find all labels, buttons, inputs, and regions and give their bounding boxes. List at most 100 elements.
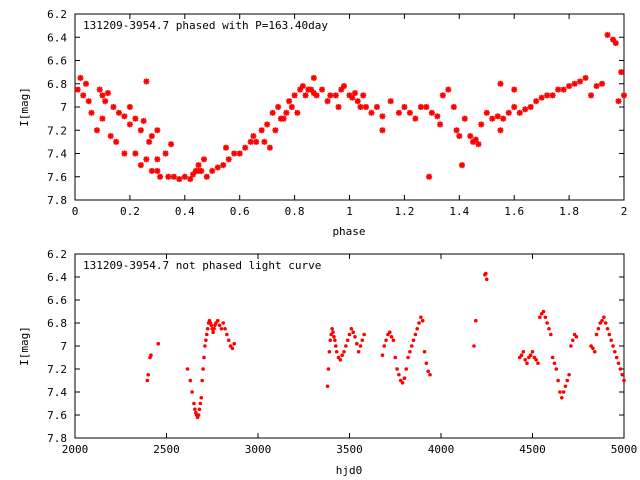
data-point — [419, 315, 423, 320]
data-point — [88, 109, 95, 116]
data-point — [473, 318, 478, 323]
phased-light-curve-panel: 131209-3954.7 phased with P=163.40day ph… — [18, 8, 627, 238]
x-tick-label: 1.2 — [394, 205, 414, 218]
data-point — [132, 150, 139, 157]
data-point — [382, 344, 387, 348]
data-point — [417, 321, 421, 325]
data-point — [80, 92, 87, 99]
data-point — [332, 92, 339, 99]
data-point — [415, 326, 420, 331]
data-point — [203, 173, 210, 180]
data-point — [188, 378, 193, 383]
data-point — [225, 156, 232, 163]
x-tick-label: 2500 — [153, 443, 180, 456]
data-point — [612, 40, 619, 47]
data-point — [266, 144, 273, 151]
data-point — [195, 167, 202, 174]
data-point — [190, 390, 194, 394]
data-point — [324, 98, 331, 105]
data-point — [146, 372, 150, 377]
data-point — [74, 86, 81, 93]
data-point — [613, 349, 617, 354]
data-point — [253, 138, 260, 145]
data-point — [187, 176, 194, 183]
data-point — [250, 133, 257, 140]
y-tick-label: 7.4 — [47, 148, 67, 161]
data-point — [202, 355, 206, 360]
data-point — [413, 332, 418, 337]
y-tick-label: 7.8 — [47, 194, 67, 207]
data-point — [521, 349, 526, 354]
data-point — [351, 330, 355, 335]
data-point — [494, 113, 501, 120]
data-point — [395, 109, 402, 116]
data-point — [387, 330, 392, 335]
data-point — [621, 92, 627, 99]
y-tick-label: 6.4 — [47, 271, 67, 284]
data-point — [349, 326, 354, 331]
data-point — [611, 344, 615, 348]
y-tick-label: 7.2 — [47, 124, 67, 137]
data-point — [400, 381, 405, 385]
data-point — [342, 349, 346, 354]
data-point — [401, 104, 408, 110]
data-point — [358, 344, 363, 348]
data-point — [85, 98, 92, 105]
data-point — [439, 92, 446, 99]
data-point — [475, 141, 482, 148]
data-point — [511, 86, 518, 93]
y-axis-label: I[mag] — [18, 326, 31, 366]
data-point — [223, 326, 227, 331]
x-tick-label: 0.4 — [175, 205, 195, 218]
data-point — [571, 80, 578, 87]
y-tick-label: 6.6 — [47, 294, 67, 307]
data-point — [344, 344, 348, 348]
data-point — [230, 346, 235, 351]
data-point — [402, 376, 407, 381]
data-point — [422, 349, 427, 354]
data-point — [107, 133, 114, 140]
data-point — [269, 109, 276, 116]
data-point — [569, 344, 573, 348]
chart-title: 131209-3954.7 not phased light curve — [83, 259, 321, 272]
data-point — [297, 86, 304, 93]
data-point — [434, 113, 441, 120]
data-point — [530, 349, 535, 354]
data-point — [519, 353, 524, 358]
data-point — [199, 395, 204, 400]
data-point — [450, 104, 457, 110]
data-point — [459, 162, 466, 169]
data-point — [288, 104, 295, 110]
data-point — [154, 167, 161, 174]
data-point — [192, 401, 196, 406]
data-point — [379, 127, 386, 134]
data-point — [82, 80, 89, 87]
data-point — [591, 346, 595, 351]
x-axis-label: phase — [332, 225, 365, 238]
data-points — [74, 31, 627, 183]
data-point — [353, 335, 357, 339]
data-point — [558, 390, 562, 394]
data-point — [593, 83, 600, 90]
data-point — [99, 115, 106, 122]
data-point — [258, 127, 265, 134]
data-point — [126, 104, 133, 110]
y-tick-label: 6.8 — [47, 78, 67, 91]
x-tick-label: 1.6 — [504, 205, 524, 218]
data-point — [351, 90, 358, 97]
data-point — [232, 341, 237, 346]
data-point — [143, 78, 150, 85]
data-point — [231, 150, 238, 157]
data-point — [212, 326, 216, 331]
data-point — [356, 349, 361, 354]
data-point — [345, 338, 350, 343]
data-point — [618, 69, 625, 76]
data-points — [145, 271, 626, 420]
data-point — [387, 98, 394, 105]
data-point — [327, 92, 334, 99]
data-point — [209, 167, 216, 174]
x-tick-label: 1.8 — [559, 205, 579, 218]
data-point — [334, 349, 339, 354]
data-point — [620, 372, 624, 377]
data-point — [113, 138, 120, 145]
